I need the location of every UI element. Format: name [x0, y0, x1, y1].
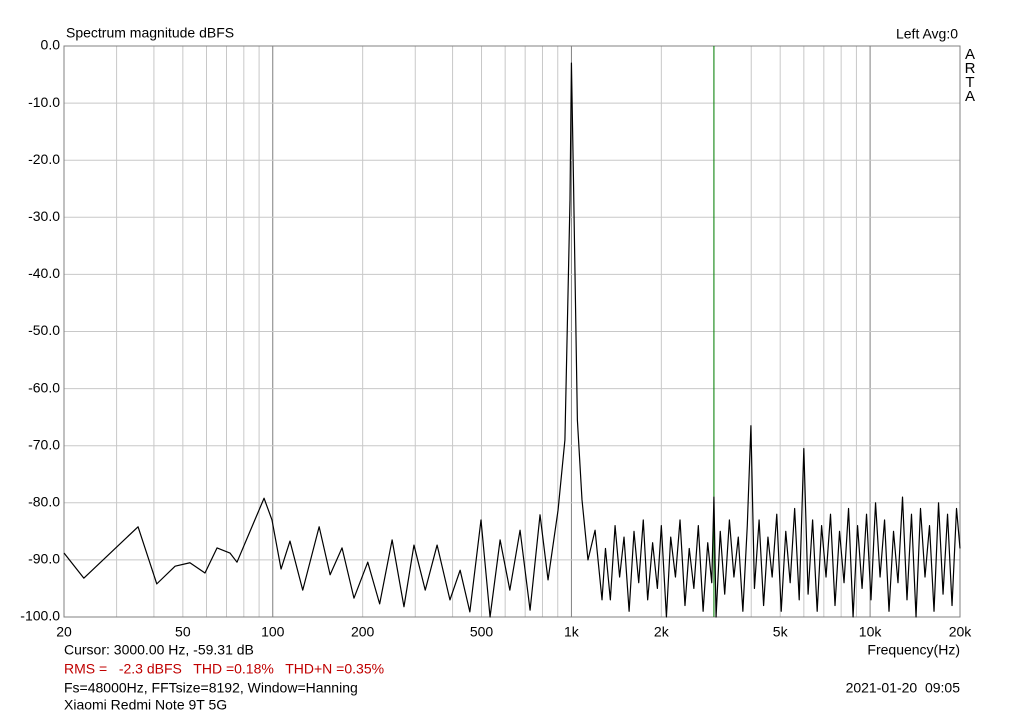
- spectrum-line: [63, 62, 961, 618]
- y-tick-label: 0.0: [41, 37, 61, 53]
- x-tick-label: 100: [261, 624, 285, 640]
- x-tick-label: 20: [56, 624, 72, 640]
- settings: Fs=48000Hz, FFTsize=8192, Window=Hanning: [64, 680, 358, 696]
- y-tick-label: -80.0: [28, 494, 60, 510]
- stats: RMS = -2.3 dBFS THD =0.18% THD+N =0.35%: [64, 661, 384, 677]
- channel-label: Left Avg:0: [896, 26, 958, 42]
- plot-frame: [63, 45, 961, 618]
- y-tick-label: -50.0: [28, 322, 60, 338]
- device: Xiaomi Redmi Note 9T 5G: [64, 697, 227, 713]
- y-tick-label: -60.0: [28, 379, 60, 395]
- x-tick-label: 500: [470, 624, 494, 640]
- x-tick-label: 2k: [654, 624, 670, 640]
- x-tick-label: 1k: [564, 624, 580, 640]
- y-tick-label: -20.0: [28, 151, 60, 167]
- x-tick-label: 200: [351, 624, 375, 640]
- y-tick-label: -10.0: [28, 94, 60, 110]
- y-tick-label: -100.0: [20, 608, 60, 624]
- x-axis-label: Frequency(Hz): [867, 642, 960, 658]
- y-tick-label: -90.0: [28, 551, 60, 567]
- x-tick-label: 10k: [859, 624, 883, 640]
- x-tick-label: 50: [175, 624, 191, 640]
- cursor-readout: Cursor: 3000.00 Hz, -59.31 dB: [64, 642, 254, 658]
- y-tick-label: -40.0: [28, 265, 60, 281]
- y-tick-label: -70.0: [28, 436, 60, 452]
- chart-title: Spectrum magnitude dBFS: [66, 25, 234, 41]
- timestamp: 2021-01-20 09:05: [846, 680, 961, 696]
- y-tick-label: -30.0: [28, 208, 60, 224]
- x-tick-label: 5k: [773, 624, 789, 640]
- x-tick-label: 20k: [949, 624, 973, 640]
- brand: ARTA: [964, 46, 976, 105]
